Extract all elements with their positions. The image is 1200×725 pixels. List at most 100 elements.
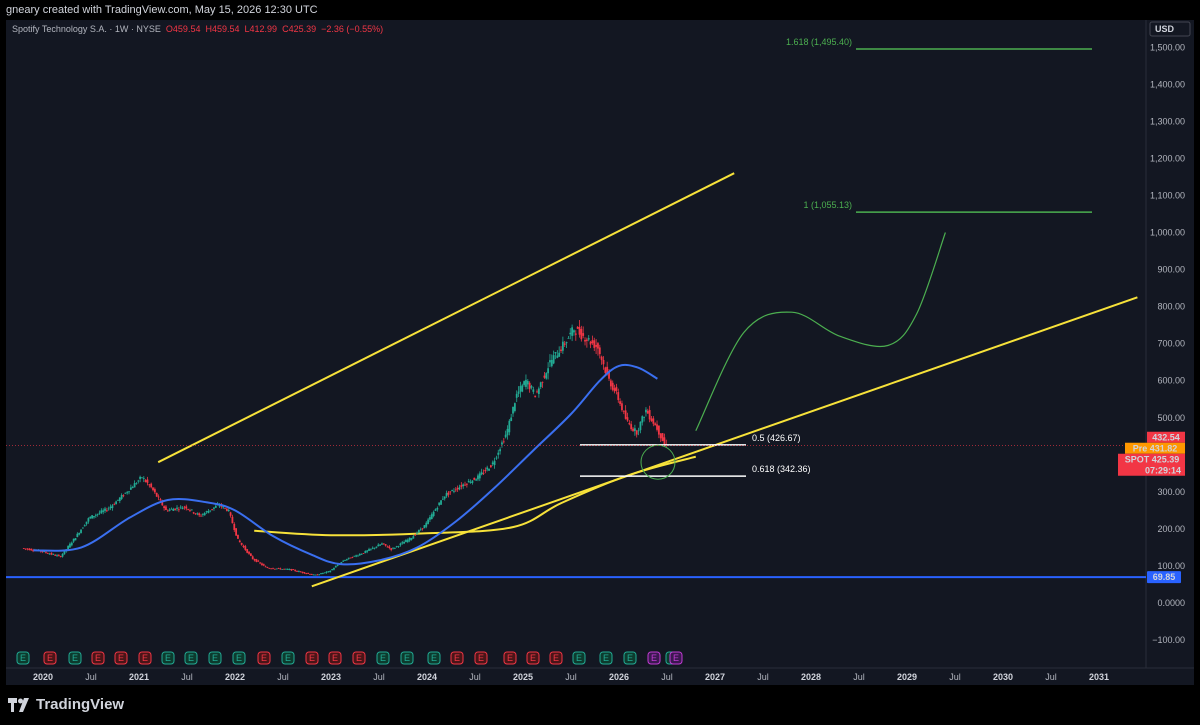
candle-body xyxy=(203,512,206,516)
price-tag-pre xyxy=(1125,442,1185,454)
earnings-marker xyxy=(526,651,540,665)
candle-body xyxy=(388,546,391,549)
candle-body xyxy=(96,513,99,515)
candle-body xyxy=(443,496,446,499)
candle-body xyxy=(235,528,238,536)
candle-body xyxy=(305,573,308,575)
earnings-marker-label: E xyxy=(627,653,633,663)
price-tag-high xyxy=(1147,431,1185,443)
earnings-marker xyxy=(549,651,563,665)
candle-body xyxy=(552,355,555,364)
lower-channel-line xyxy=(311,296,1138,588)
candle-body xyxy=(486,467,489,470)
candle-body xyxy=(59,556,62,557)
legend-high: H459.54 xyxy=(205,24,240,34)
earnings-marker-label: E xyxy=(332,653,338,663)
earnings-marker-label: E xyxy=(478,653,484,663)
candle-body xyxy=(261,563,263,565)
candle-body xyxy=(449,491,452,493)
candle-body xyxy=(528,382,531,390)
candle-body xyxy=(630,424,633,430)
candle-body xyxy=(622,410,625,412)
candle-body xyxy=(22,548,25,549)
candle-body xyxy=(447,492,450,495)
candle-body xyxy=(652,418,655,424)
candle-body xyxy=(196,513,199,515)
candle-body xyxy=(515,393,518,398)
earnings-marker-label: E xyxy=(603,653,609,663)
candle-body xyxy=(281,569,284,570)
candle-body xyxy=(377,544,380,547)
candle-body xyxy=(270,568,273,570)
y-tick-label: 1,100.00 xyxy=(1150,190,1185,200)
candle-body xyxy=(432,511,435,517)
candle-body xyxy=(554,352,557,354)
earnings-marker xyxy=(352,651,366,665)
candle-body xyxy=(508,420,511,433)
earnings-marker-label: E xyxy=(380,653,386,663)
x-tick-label: 2023 xyxy=(321,672,341,682)
candle-body xyxy=(563,343,566,345)
price-chart[interactable]: USD 1,500.00 1,400.00 1,300.00 1,200.00 1,100… xyxy=(0,0,1200,688)
candle-body xyxy=(74,538,77,541)
candle-body xyxy=(606,366,609,375)
candle-body xyxy=(536,391,538,393)
candle-body xyxy=(327,571,330,573)
candle-body xyxy=(392,547,394,549)
candle-body xyxy=(425,522,428,527)
x-tick-label: 2027 xyxy=(705,672,725,682)
candle-body xyxy=(532,389,535,392)
support-tag xyxy=(1147,571,1181,584)
earnings-marker-label: E xyxy=(530,653,536,663)
candle-body xyxy=(619,401,622,404)
candle-body xyxy=(565,342,568,344)
candle-body xyxy=(423,525,426,529)
candle-body xyxy=(480,472,483,475)
candle-body xyxy=(506,428,509,436)
earnings-marker xyxy=(450,651,464,665)
brand-name: TradingView xyxy=(36,696,125,713)
candle-body xyxy=(135,483,138,485)
candle-body xyxy=(61,554,64,557)
candle-body xyxy=(67,546,70,550)
candle-body xyxy=(537,388,540,394)
candle-body xyxy=(526,380,529,385)
candle-body xyxy=(349,557,352,559)
candle-body xyxy=(94,514,97,516)
candle-body xyxy=(268,568,271,569)
candle-body xyxy=(512,406,514,414)
candle-body xyxy=(225,508,228,511)
candle-body xyxy=(386,546,389,548)
y-tick-label: −100.00 xyxy=(1152,635,1185,645)
candle-body xyxy=(98,512,101,514)
earnings-marker-label: E xyxy=(356,653,362,663)
candle-body xyxy=(345,559,348,561)
candle-body xyxy=(405,540,407,543)
candle-body xyxy=(211,508,214,510)
candle-body xyxy=(329,570,332,573)
candle-body xyxy=(501,442,503,445)
candle-body xyxy=(467,480,470,483)
candle-body xyxy=(307,573,310,574)
candle-body xyxy=(118,497,121,502)
candle-body xyxy=(646,410,649,414)
candle-body xyxy=(259,562,262,564)
candle-body xyxy=(292,569,295,571)
candle-body xyxy=(597,343,599,349)
tradingview-logo[interactable]: TradingView xyxy=(8,696,124,713)
candle-body xyxy=(595,344,598,347)
candle-body xyxy=(499,449,502,452)
candle-body xyxy=(635,430,638,435)
earnings-marker xyxy=(232,651,246,665)
candle-body xyxy=(139,476,142,479)
fib-level-label: 0.5 (426.67) xyxy=(752,433,801,443)
x-tick-label: Jul xyxy=(1045,672,1057,682)
candle-body xyxy=(310,574,313,576)
earnings-marker xyxy=(161,651,175,665)
candle-body xyxy=(556,355,559,358)
candle-body xyxy=(419,529,422,531)
candle-body xyxy=(657,425,660,435)
fib-level-label: 1.618 (1,495.40) xyxy=(786,37,852,47)
candle-body xyxy=(189,510,191,511)
candle-body xyxy=(497,452,500,455)
